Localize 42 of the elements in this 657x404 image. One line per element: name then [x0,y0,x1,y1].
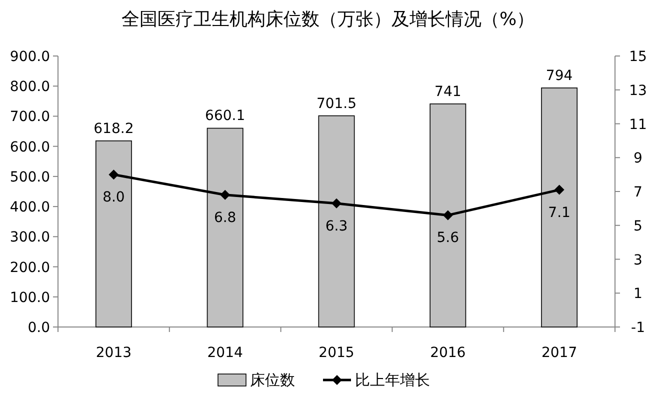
y2-tick-label: 11 [629,116,647,133]
data-label: 701.5 [316,96,357,112]
y2-tick-label: 15 [629,49,647,65]
y-tick-label: 300.0 [10,230,50,246]
point [220,190,230,200]
y2-tick-label: 5 [634,218,642,234]
data-label: 6.3 [325,218,348,234]
y-tick-label: 100.0 [10,290,50,306]
y-tick-label: 0.0 [28,320,50,336]
y2-tick-label: 1 [634,286,642,302]
y-tick-label: 700.0 [10,109,50,126]
point [332,198,342,208]
legend-label: 比上年增长 [355,371,430,389]
data-label: 794 [546,68,573,84]
y2-tick-label: -1 [631,320,645,336]
x-tick-label: 2016 [430,345,466,361]
y2-tick-label: 3 [634,252,642,268]
y-tick-label: 900.0 [10,49,50,65]
x-tick-label: 2014 [207,345,243,361]
y-tick-label: 600.0 [10,139,50,156]
chart-title: 全国医疗卫生机构床位数（万张）及增长情况（%） [121,9,535,30]
point [108,170,119,180]
y2-tick-label: 13 [629,82,647,99]
y2-tick-label: 7 [634,184,642,200]
data-label: 5.6 [436,230,460,246]
y-tick-label: 200.0 [10,260,50,276]
data-label: 7.1 [548,204,570,221]
y-tick-label: 800.0 [10,79,50,96]
x-tick-label: 2013 [96,345,132,361]
y-tick-label: 400.0 [10,200,50,216]
x-tick-label: 2017 [541,345,578,361]
data-label: 618.2 [94,120,134,137]
data-label: 6.8 [214,210,236,226]
point [442,210,453,220]
data-label: 741 [434,84,462,100]
data-label: 660.1 [205,108,246,124]
y-tick-label: 500.0 [10,169,50,186]
y2-tick-label: 9 [634,150,642,167]
data-label: 8.0 [102,190,125,206]
x-tick-label: 2015 [318,345,354,361]
legend-label: 床位数 [250,371,295,389]
point [554,184,564,195]
